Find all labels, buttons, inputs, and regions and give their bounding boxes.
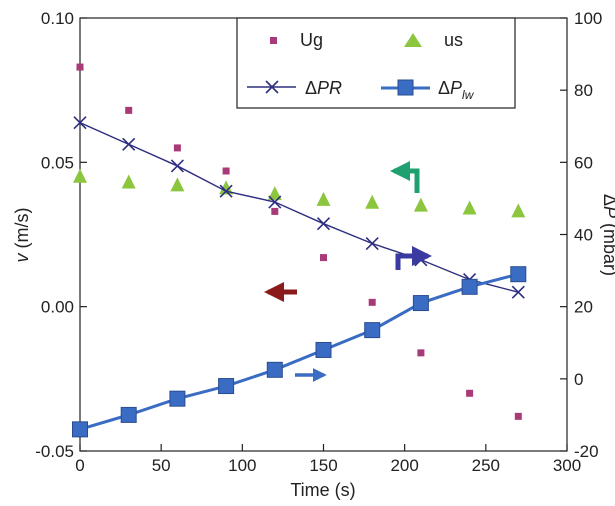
ug-point-2 bbox=[173, 144, 181, 152]
series-us bbox=[73, 168, 526, 218]
us-point-0 bbox=[73, 168, 87, 183]
delta-plw-point-1 bbox=[120, 406, 137, 423]
y-left-var: v bbox=[12, 252, 32, 262]
y-right-tick-label-0: -20 bbox=[574, 442, 599, 461]
x-tick-label-0: 0 bbox=[75, 456, 84, 475]
y-right-tick-label-6: 100 bbox=[574, 9, 602, 28]
delta-pr-point-1 bbox=[122, 137, 136, 151]
ug-point-3 bbox=[222, 167, 230, 175]
x-tick-label-2: 100 bbox=[228, 456, 256, 475]
legend-label-ug: Ug bbox=[300, 30, 323, 50]
delta-plw-point-9 bbox=[510, 266, 527, 283]
ug-point-7 bbox=[417, 349, 425, 357]
delta-plw-point-2 bbox=[169, 390, 186, 407]
us-point-5 bbox=[316, 191, 331, 206]
us-point-3 bbox=[219, 180, 234, 195]
y-right-tick-label-5: 80 bbox=[574, 81, 593, 100]
y-axis-left-label: v (m/s) bbox=[12, 208, 32, 263]
delta-plw-point-3 bbox=[218, 378, 235, 395]
y-right-tick-label-3: 40 bbox=[574, 226, 593, 245]
delta-plw-point-5 bbox=[315, 341, 332, 358]
y-axis-right-label: ΔP (mbar) bbox=[600, 194, 615, 276]
legend-label-dplw: ΔPlw bbox=[438, 78, 475, 102]
legend-label-dpr: ΔPR bbox=[305, 78, 342, 98]
delta-pr-point-6 bbox=[365, 236, 379, 251]
x-tick-label-4: 200 bbox=[390, 456, 418, 475]
x-tick-label-5: 250 bbox=[472, 456, 500, 475]
legend-swatch-us bbox=[404, 33, 422, 47]
legend-marker-dplw bbox=[397, 79, 414, 96]
delta-pr-point-4 bbox=[268, 195, 282, 209]
delta-pr-point-3 bbox=[219, 184, 233, 198]
delta-pr-point-9 bbox=[511, 285, 525, 299]
us-point-1 bbox=[121, 174, 136, 189]
y-right-var: P bbox=[600, 206, 615, 218]
us-point-7 bbox=[413, 197, 428, 212]
us-point-4 bbox=[267, 186, 282, 201]
x-axis-label: Time (s) bbox=[290, 480, 355, 500]
series-delta-plw bbox=[72, 266, 527, 438]
x-tick-label-6: 300 bbox=[553, 456, 581, 475]
delta-plw-point-8 bbox=[461, 278, 478, 295]
y-right-tick-label-4: 60 bbox=[574, 153, 593, 172]
arrow-up-left-green bbox=[390, 161, 420, 193]
annotation-arrows bbox=[264, 161, 432, 382]
y-left-tick-label-1: 0.00 bbox=[41, 298, 74, 317]
y-left-tick-label-2: 0.05 bbox=[41, 153, 74, 172]
ug-point-9 bbox=[514, 412, 522, 420]
y-left-unit: (m/s) bbox=[12, 208, 32, 254]
delta-pr-point-0 bbox=[73, 116, 87, 130]
x-tick-label-3: 150 bbox=[309, 456, 337, 475]
ug-point-1 bbox=[125, 106, 133, 114]
legend: Ug us ΔPR ΔPlw bbox=[236, 17, 516, 109]
arrow-up-right-navy bbox=[395, 246, 432, 270]
legend-label-us: us bbox=[444, 30, 463, 50]
delta-plw-line bbox=[79, 272, 519, 431]
ug-point-0 bbox=[76, 63, 84, 71]
y-right-delta: Δ bbox=[600, 194, 615, 206]
legend-swatch-ug bbox=[270, 37, 277, 44]
ug-point-4 bbox=[271, 207, 279, 215]
y-right-unit: (mbar) bbox=[600, 218, 615, 276]
legend-box bbox=[236, 17, 516, 109]
us-point-8 bbox=[462, 200, 477, 215]
delta-pr-point-2 bbox=[170, 159, 184, 173]
ug-point-6 bbox=[368, 298, 376, 306]
ug-point-8 bbox=[466, 389, 474, 397]
delta-plw-point-4 bbox=[266, 361, 283, 378]
x-tick-label-1: 50 bbox=[152, 456, 171, 475]
legend-marker-dpr bbox=[265, 80, 279, 94]
axis-ticks: 0 50 100 150 200 250 300 -0.05 0.00 0.05 0.10 -20 0 2… bbox=[35, 9, 602, 475]
delta-plw-point-0 bbox=[72, 421, 88, 438]
y-right-tick-label-1: 0 bbox=[574, 370, 583, 389]
series-ug bbox=[76, 63, 522, 420]
y-left-tick-label-0: -0.05 bbox=[35, 442, 74, 461]
delta-plw-point-6 bbox=[364, 322, 381, 339]
ug-point-5 bbox=[320, 254, 327, 262]
series-delta-pr bbox=[73, 116, 525, 299]
us-point-2 bbox=[170, 177, 185, 192]
us-point-6 bbox=[365, 194, 380, 209]
delta-pr-point-5 bbox=[316, 217, 331, 231]
y-right-tick-label-2: 20 bbox=[574, 298, 593, 317]
delta-pr-line bbox=[79, 122, 519, 293]
us-point-9 bbox=[511, 203, 526, 218]
delta-plw-point-7 bbox=[412, 295, 429, 312]
y-left-tick-label-3: 0.10 bbox=[41, 9, 74, 28]
